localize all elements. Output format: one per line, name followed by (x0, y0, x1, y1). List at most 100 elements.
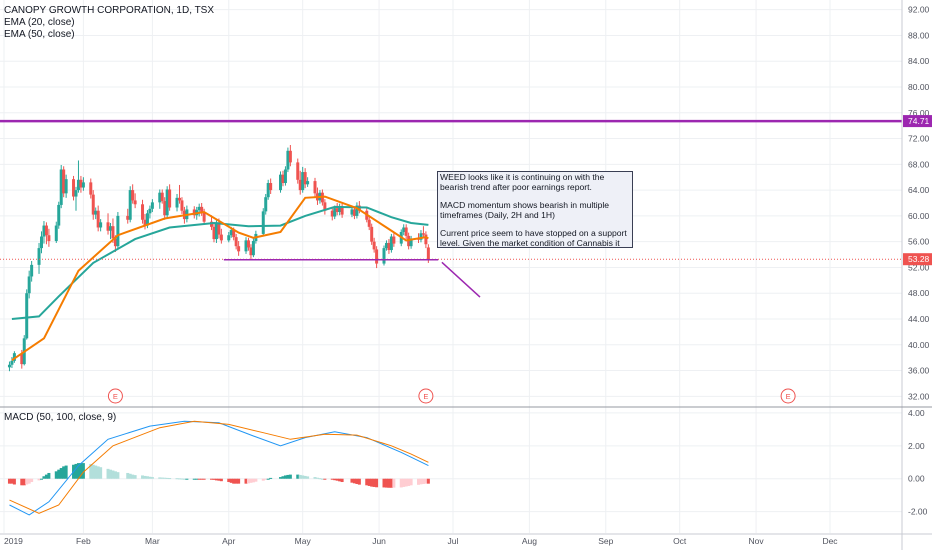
macd-histogram-bar (177, 478, 181, 480)
ema50-legend: EMA (50, close) (4, 29, 75, 40)
price-axis-label: 36.00 (908, 366, 930, 376)
macd-histogram-bar (163, 477, 167, 479)
macd-histogram-bar (232, 478, 236, 484)
ema20-legend: EMA (20, close) (4, 17, 75, 28)
candle-body (202, 212, 206, 222)
candle-body (96, 210, 100, 228)
candle-body (111, 226, 115, 239)
candle-body (99, 222, 103, 228)
macd-histogram-bar (44, 474, 48, 479)
candle-body (237, 246, 241, 252)
macd-histogram-bar (306, 476, 310, 479)
price-axis-label: 52.00 (908, 262, 930, 272)
macd-histogram-bar (111, 470, 115, 479)
candle-body (128, 190, 132, 220)
macd-histogram-bar (131, 474, 135, 479)
candle-body (158, 192, 162, 203)
macd-histogram-bar (116, 472, 120, 479)
macd-histogram-bar (375, 478, 379, 488)
candle-body (281, 174, 285, 184)
ema20-line (11, 195, 429, 362)
macd-histogram-bar (421, 478, 425, 484)
projection-line[interactable] (441, 261, 481, 298)
macd-histogram-bar (214, 478, 218, 481)
macd-histogram-bar (330, 478, 334, 480)
macd-histogram-bar (37, 478, 41, 481)
candle-body (219, 234, 223, 241)
candle-body (298, 179, 302, 191)
macd-histogram-bar (352, 478, 356, 484)
price-candles (7, 145, 430, 372)
candle-body (27, 276, 31, 294)
time-axis-label: 2019 (4, 536, 23, 546)
current-price-tag (903, 253, 932, 266)
macd-histogram-bar (39, 478, 43, 480)
candle-body (229, 230, 233, 236)
price-axis-label: 60.00 (908, 211, 930, 221)
note-paragraph-2: MACD momentum shows bearish in multiple … (440, 200, 610, 220)
earnings-marker (107, 388, 123, 404)
candle-body (74, 190, 78, 197)
candle-body (47, 235, 51, 242)
macd-histogram-bar (246, 478, 250, 484)
candle-body (39, 236, 43, 249)
macd-histogram-bar (426, 478, 430, 484)
time-axis-label: Dec (822, 536, 838, 546)
candle-body (421, 233, 425, 235)
macd-histogram-bar (141, 475, 145, 479)
candle-body (42, 225, 46, 237)
macd-histogram-bar (22, 478, 26, 486)
price-axis-label: 32.00 (908, 391, 930, 401)
candle-body (301, 172, 305, 191)
candle-body (426, 247, 430, 260)
macd-histogram-bar (143, 475, 147, 479)
macd-axis-label: 4.00 (908, 408, 925, 418)
ema50-line (11, 205, 429, 320)
time-axis-label: Jul (448, 536, 459, 546)
candle-body (234, 237, 238, 247)
macd-histogram-bar (42, 476, 46, 479)
candle-body (37, 248, 41, 265)
candle-body (7, 364, 11, 368)
candle-body (296, 162, 300, 180)
macd-histogram-bar (296, 474, 300, 479)
candle-body (214, 222, 218, 240)
candle-body (392, 236, 396, 244)
macd-histogram-bar (94, 465, 98, 479)
price-axis-label: 40.00 (908, 340, 930, 350)
candle-body (372, 241, 376, 250)
macd-histogram-bar (91, 464, 95, 479)
candle-body (227, 235, 231, 241)
macd-histogram-bar (323, 478, 327, 480)
macd-histogram-bar (54, 471, 58, 479)
macd-histogram-bar (64, 465, 68, 479)
candle-body (79, 179, 83, 188)
candle-body (355, 205, 359, 216)
macd-histogram-bar (237, 478, 241, 484)
macd-histogram-bar (333, 478, 337, 481)
candle-body (330, 210, 334, 217)
annotation-note[interactable]: WEED looks like it is continuing on with… (437, 171, 633, 248)
time-axis-label: Mar (145, 536, 160, 546)
candle-body (126, 215, 130, 220)
macd-histogram-bar (269, 477, 273, 479)
macd-histogram-bar (389, 478, 393, 488)
candle-body (212, 226, 216, 240)
candle-body (303, 172, 307, 185)
note-paragraph-1: WEED looks like it is continuing on with… (440, 172, 605, 192)
macd-line (9, 420, 429, 516)
candle-body (264, 197, 268, 212)
macd-histogram (7, 463, 430, 488)
macd-histogram-bar (133, 475, 137, 479)
candle-body (165, 189, 169, 216)
candle-body (89, 182, 93, 195)
macd-histogram-bar (229, 478, 233, 483)
candle-body (382, 248, 386, 264)
macd-histogram-bar (212, 478, 216, 480)
macd-histogram-bar (25, 478, 29, 485)
candle-body (168, 189, 172, 208)
candle-body (350, 209, 354, 215)
